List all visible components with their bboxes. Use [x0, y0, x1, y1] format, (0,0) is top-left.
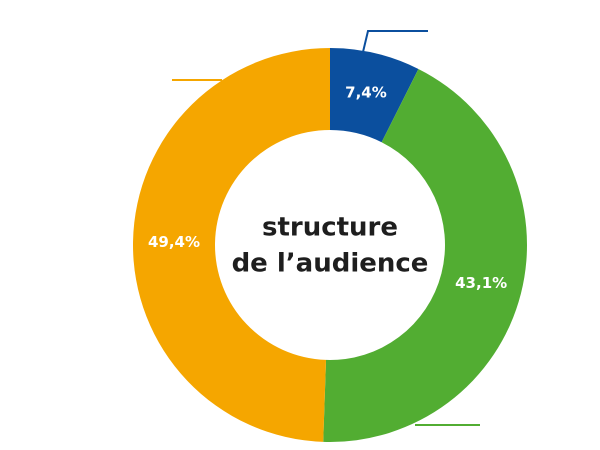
value-label: 49,4%	[148, 233, 200, 251]
slice	[133, 47, 330, 442]
slice	[323, 68, 527, 442]
slices	[133, 47, 527, 442]
labels: 7,4% 43,1% 49,4%	[148, 84, 507, 292]
slice	[330, 48, 419, 143]
center-title: de l’audience	[232, 249, 429, 279]
value-label: 43,1%	[455, 274, 507, 292]
center-title: structure	[262, 213, 398, 243]
value-label: 7,4%	[345, 84, 387, 102]
leader-line	[362, 30, 428, 53]
